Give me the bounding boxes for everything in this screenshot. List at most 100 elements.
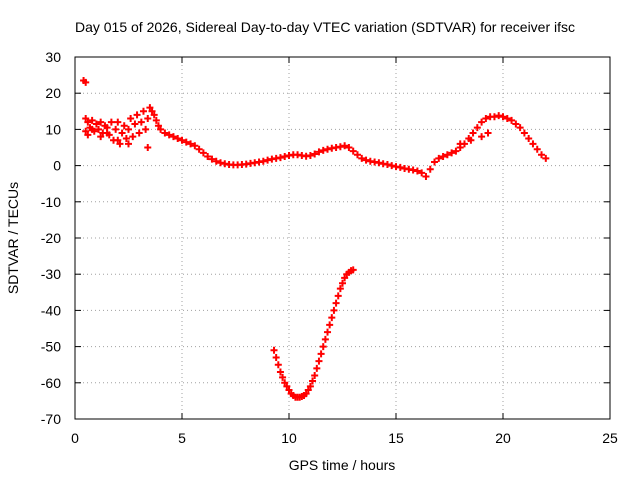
data-point-0-7 — [92, 120, 100, 128]
data-point-0-149 — [315, 357, 323, 365]
y-tick-label-1: 20 — [45, 85, 61, 101]
data-point-0-26 — [133, 111, 141, 119]
data-point-0-132 — [279, 373, 287, 381]
data-point-0-82 — [349, 147, 357, 155]
data-point-0-150 — [317, 350, 325, 358]
data-point-0-48 — [204, 153, 212, 161]
data-point-0-131 — [276, 368, 284, 376]
data-point-0-130 — [274, 361, 282, 369]
data-point-0-120 — [512, 120, 520, 128]
data-point-0-31 — [144, 115, 152, 123]
y-tick-label-10: -70 — [41, 411, 61, 427]
data-point-0-110 — [469, 129, 477, 137]
x-axis-title: GPS time / hours — [289, 457, 396, 473]
data-point-0-128 — [270, 346, 278, 354]
data-point-0-173 — [144, 144, 152, 151]
data-point-0-155 — [328, 314, 336, 322]
data-point-0-153 — [324, 328, 332, 336]
data-point-0-159 — [336, 285, 344, 293]
data-point-0-111 — [473, 124, 481, 132]
data-point-0-91 — [388, 162, 396, 170]
chart-title: Day 015 of 2026, Sidereal Day-to-day VTE… — [75, 19, 575, 35]
data-point-0-98 — [418, 169, 426, 177]
data-point-0-103 — [439, 153, 447, 161]
y-tick-label-2: 10 — [45, 121, 61, 137]
data-point-0-39 — [165, 131, 173, 139]
data-point-0-129 — [272, 353, 280, 361]
data-point-0-152 — [321, 335, 329, 343]
data-point-0-119 — [508, 116, 516, 124]
data-point-0-85 — [362, 156, 370, 164]
data-point-0-161 — [341, 274, 349, 282]
data-point-0-112 — [478, 118, 486, 126]
data-point-0-43 — [182, 138, 190, 146]
data-point-0-79 — [336, 143, 344, 151]
data-point-0-40 — [169, 133, 177, 141]
data-point-0-27 — [135, 129, 143, 137]
data-point-0-154 — [326, 321, 334, 329]
y-tick-label-3: 0 — [53, 158, 61, 174]
x-tick-label-3: 15 — [388, 430, 404, 446]
data-point-0-144 — [304, 386, 312, 394]
data-point-0-9 — [97, 118, 105, 126]
data-point-0-8 — [95, 125, 103, 133]
data-point-0-73 — [311, 150, 319, 158]
data-point-0-127 — [542, 154, 550, 162]
data-point-0-35 — [152, 116, 160, 124]
x-tick-labels: 0 5 10 15 20 25 — [71, 430, 618, 446]
y-tick-label-0: 30 — [45, 49, 61, 65]
data-point-0-177 — [484, 129, 492, 137]
data-point-0-100 — [426, 165, 434, 173]
data-point-0-51 — [217, 159, 225, 167]
data-point-0-28 — [137, 118, 145, 126]
data-point-0-50 — [212, 157, 220, 165]
y-tick-label-6: -30 — [41, 266, 61, 282]
data-point-0-83 — [353, 151, 361, 159]
data-point-0-81 — [345, 144, 353, 151]
x-tick-label-1: 5 — [178, 430, 186, 446]
data-point-0-166 — [82, 127, 90, 135]
data-point-0-146 — [309, 377, 317, 385]
data-point-0-105 — [448, 149, 456, 157]
data-point-0-32 — [146, 104, 154, 112]
data-point-0-88 — [375, 159, 383, 167]
data-point-0-147 — [311, 372, 319, 380]
data-point-0-36 — [154, 122, 162, 130]
data-point-0-97 — [413, 167, 421, 175]
data-point-0-101 — [431, 158, 439, 166]
data-point-0-49 — [208, 155, 216, 163]
data-point-0-165 — [349, 266, 357, 274]
data-point-0-135 — [285, 386, 293, 394]
data-point-0-125 — [533, 145, 541, 153]
data-point-0-16 — [112, 125, 120, 133]
x-tick-label-0: 0 — [71, 430, 79, 446]
data-point-0-96 — [409, 166, 417, 174]
data-point-0-84 — [358, 154, 366, 162]
data-point-0-115 — [490, 113, 498, 121]
data-point-0-113 — [482, 115, 490, 123]
x-tick-label-2: 10 — [281, 430, 297, 446]
data-point-0-168 — [88, 125, 96, 133]
data-point-0-37 — [157, 125, 165, 133]
data-point-0-170 — [103, 129, 111, 137]
data-point-0-122 — [520, 129, 528, 137]
data-point-0-30 — [142, 125, 150, 133]
data-point-0-24 — [129, 133, 137, 141]
data-point-0-1 — [82, 78, 90, 86]
data-point-0-174 — [456, 140, 464, 148]
data-point-0-106 — [452, 147, 460, 155]
data-point-0-25 — [131, 120, 139, 128]
data-point-0-175 — [467, 136, 475, 144]
data-point-0-123 — [525, 134, 533, 142]
data-point-0-148 — [313, 364, 321, 372]
data-point-0-62 — [264, 156, 272, 164]
data-point-0-93 — [396, 163, 404, 171]
data-point-0-176 — [478, 133, 486, 141]
y-tick-label-9: -60 — [41, 375, 61, 391]
data-point-0-17 — [114, 118, 122, 126]
data-point-0-14 — [107, 118, 115, 126]
data-point-0-156 — [330, 306, 338, 314]
data-point-0-61 — [259, 157, 267, 165]
data-point-0-75 — [319, 146, 327, 154]
data-points — [80, 77, 550, 401]
